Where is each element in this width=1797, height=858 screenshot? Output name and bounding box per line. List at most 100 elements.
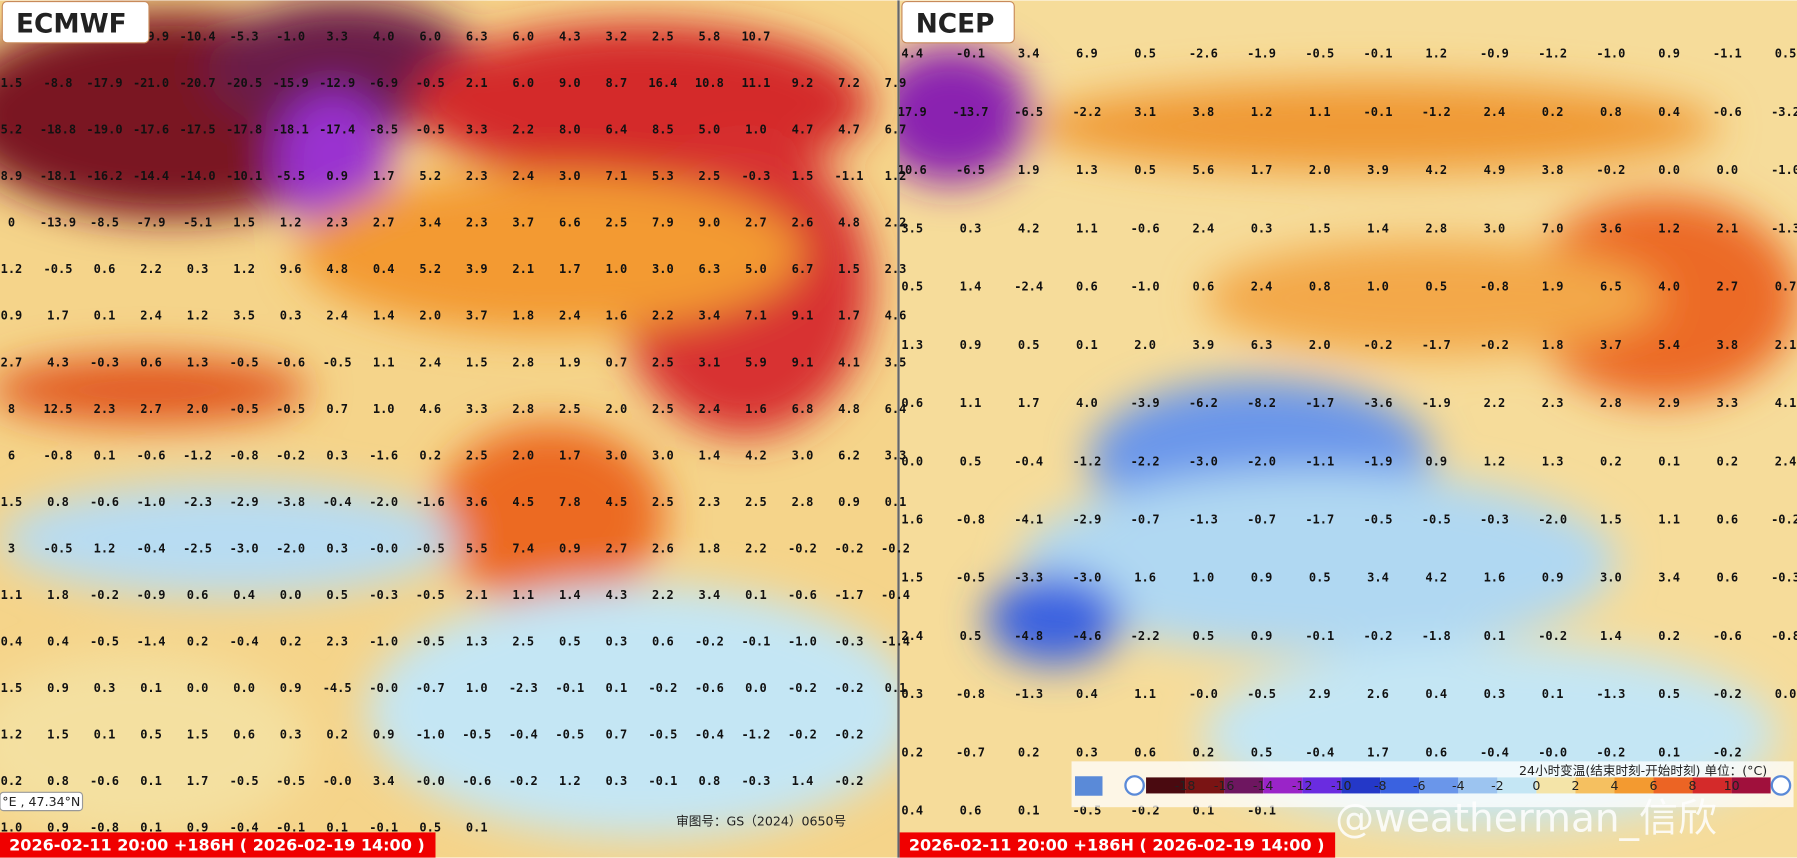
grid-value: 4.2 [1425,163,1447,177]
grid-value: 0.3 [187,262,209,276]
grid-value: 5.2 [419,169,441,183]
grid-value: -13.7 [952,105,988,119]
grid-value: 0.9 [1542,571,1564,585]
grid-value: 6.7 [792,262,814,276]
grid-value: 7.0 [1542,221,1564,235]
colorbar-swatch [1458,777,1498,794]
grid-value: 5.2 [1,123,23,137]
colorbar-tick: -10 [1331,778,1352,793]
grid-value: 0.3 [901,687,923,701]
grid-value: 3.2 [605,30,627,44]
grid-value: -0.5 [1422,512,1451,526]
grid-value: 3.5 [233,309,255,323]
grid-value: 2.7 [1,355,23,369]
grid-value: 4.3 [47,355,69,369]
grid-value: -0.2 [1480,338,1509,352]
grid-value: 3.3 [885,448,907,462]
grid-value: -1.7 [1305,396,1334,410]
grid-value: 1.8 [699,541,721,555]
grid-value: 0.6 [94,262,116,276]
grid-value: 0.9 [838,495,860,509]
grid-value: 2.5 [605,216,627,230]
grid-value: -0.5 [276,402,305,416]
grid-value: 0.6 [960,804,982,818]
grid-value: 2.3 [699,495,721,509]
grid-value: -0.8 [1771,629,1797,643]
grid-value: 0.9 [559,541,581,555]
grid-value: 0.2 [1,774,23,788]
grid-value: 1.6 [745,402,767,416]
colorbar-tick: 10 [1724,778,1740,793]
colorbar-swatch [1419,777,1459,794]
grid-value: 0.6 [652,634,674,648]
grid-value: 7.1 [605,169,627,183]
grid-value: -0.0 [323,774,352,788]
grid-value: -21.0 [133,76,169,90]
grid-value: 6.4 [605,123,627,137]
grid-value: 0.8 [47,774,69,788]
grid-value: -0.3 [90,355,119,369]
grid-value: 3.3 [1716,396,1738,410]
grid-value: -0.5 [416,541,445,555]
grid-value: -0.3 [741,774,770,788]
grid-value: -0.5 [416,76,445,90]
grid-value: 0.6 [901,396,923,410]
grid-value: -0.1 [956,47,985,61]
grid-value: -1.6 [416,495,445,509]
grid-value: 2.8 [1425,221,1447,235]
grid-value: 1.5 [792,169,814,183]
grid-value: 0.1 [885,495,907,509]
grid-value: -0.6 [90,774,119,788]
grid-value: -0.5 [44,262,73,276]
grid-value: -4.1 [1014,512,1043,526]
grid-value: 6 [8,448,15,462]
grid-value: 3.1 [1134,105,1156,119]
grid-value: 0.3 [960,221,982,235]
grid-value: 0.6 [1192,280,1214,294]
grid-value: -1.9 [1422,396,1451,410]
grid-value: 0.9 [280,681,302,695]
grid-value: 1.4 [960,280,982,294]
grid-value: 2.5 [699,169,721,183]
grid-value: -2.2 [1131,454,1160,468]
grid-value: -1.3 [1014,687,1043,701]
grid-value: -0.2 [835,541,864,555]
grid-value: 0.1 [326,821,348,835]
grid-value: 1.5 [47,727,69,741]
grid-value: -0.2 [1713,687,1742,701]
grid-value: 0.0 [1658,163,1680,177]
grid-value: -0.2 [695,634,724,648]
grid-value: -0.0 [369,541,398,555]
colorbar-swatch [1731,777,1771,794]
grid-value: 2.7 [605,541,627,555]
grid-value: 4.8 [326,262,348,276]
grid-value: 1.7 [47,309,69,323]
grid-value: -1.0 [1771,163,1797,177]
footer-bar [0,832,436,858]
grid-value: -2.2 [1072,105,1101,119]
arrow-button[interactable] [1074,776,1103,796]
grid-value: 0.9 [373,727,395,741]
grid-value: -1.3 [1596,687,1625,701]
grid-value: -0.4 [1014,454,1043,468]
grid-value: -0.5 [416,123,445,137]
grid-value: 4.7 [792,123,814,137]
grid-value: 2.2 [1484,396,1506,410]
grid-value: -5.1 [183,216,212,230]
grid-value: 1.4 [1600,629,1622,643]
slider-left[interactable] [1124,775,1145,796]
slider-right[interactable] [1770,775,1792,796]
grid-value: -0.2 [835,727,864,741]
grid-value: 0.7 [605,727,627,741]
grid-value: 1.4 [792,774,814,788]
grid-value: 4.2 [1018,221,1040,235]
grid-value: 0.0 [1716,163,1738,177]
grid-value: -6.9 [369,76,398,90]
grid-value: -0.1 [1305,629,1334,643]
grid-value: -6.5 [1014,105,1043,119]
grid-value: 0.9 [47,821,69,835]
grid-value: 1.1 [1309,105,1331,119]
colorbar-swatch [1614,777,1654,794]
grid-value: 1.1 [373,355,395,369]
grid-value: 4.2 [1425,571,1447,585]
